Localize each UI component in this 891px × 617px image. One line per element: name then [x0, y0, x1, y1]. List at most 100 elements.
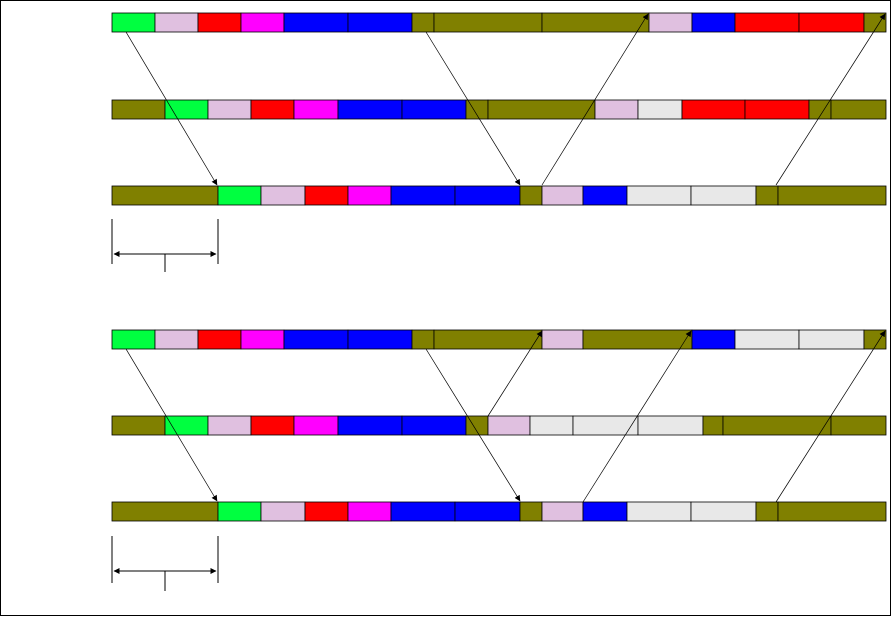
memory-block: [830, 415, 887, 436]
memory-block: [111, 12, 156, 33]
memory-block: [283, 329, 349, 350]
memory-block: [541, 501, 584, 522]
memory-block: [798, 12, 865, 33]
memory-block: [111, 329, 156, 350]
memory-block: [755, 185, 779, 206]
memory-block: [411, 329, 435, 350]
mapping-arrow: [487, 330, 543, 417]
memory-block: [337, 415, 403, 436]
memory-block: [197, 329, 242, 350]
memory-block: [454, 185, 521, 206]
memory-block: [529, 415, 574, 436]
memory-block: [755, 501, 779, 522]
memory-block: [541, 12, 650, 33]
memory-block: [626, 501, 692, 522]
memory-block: [197, 12, 242, 33]
memory-block: [164, 99, 209, 120]
memory-block: [798, 329, 865, 350]
memory-block: [283, 12, 349, 33]
memory-block: [401, 415, 467, 436]
memory-block: [111, 501, 219, 522]
memory-block: [691, 329, 736, 350]
memory-block: [154, 329, 199, 350]
memory-block: [830, 99, 887, 120]
block-strip: [111, 415, 887, 436]
memory-block: [347, 12, 413, 33]
memory-block: [637, 415, 704, 436]
dimension-markers: [111, 219, 219, 591]
memory-block: [744, 99, 810, 120]
dimension-marker: [111, 219, 219, 272]
memory-block: [734, 329, 800, 350]
memory-block: [702, 415, 724, 436]
memory-block: [690, 185, 757, 206]
memory-block: [681, 99, 746, 120]
block-strip: [111, 185, 887, 206]
memory-block: [433, 329, 543, 350]
memory-block: [304, 501, 349, 522]
memory-block: [207, 99, 252, 120]
memory-block: [582, 501, 628, 522]
memory-block: [217, 185, 262, 206]
memory-block: [519, 501, 543, 522]
memory-block: [541, 185, 584, 206]
memory-block: [777, 185, 887, 206]
memory-block: [594, 99, 639, 120]
memory-block: [777, 501, 887, 522]
mapping-arrow: [125, 31, 218, 186]
memory-block: [690, 501, 757, 522]
mapping-arrow: [125, 348, 218, 502]
memory-block: [487, 99, 596, 120]
memory-block: [401, 99, 467, 120]
memory-block: [487, 415, 531, 436]
mapping-arrow: [541, 13, 649, 186]
memory-block: [626, 185, 692, 206]
memory-block: [390, 185, 456, 206]
memory-block: [337, 99, 403, 120]
memory-block: [304, 185, 349, 206]
memory-block: [347, 501, 392, 522]
memory-block: [111, 99, 166, 120]
memory-block: [648, 12, 693, 33]
memory-block: [541, 329, 584, 350]
memory-block: [411, 12, 435, 33]
memory-block: [582, 329, 693, 350]
memory-block: [293, 415, 339, 436]
memory-block: [217, 501, 262, 522]
memory-block: [722, 415, 832, 436]
memory-block: [154, 12, 199, 33]
memory-block: [260, 501, 306, 522]
memory-block: [111, 185, 219, 206]
memory-block: [454, 501, 521, 522]
memory-block: [240, 12, 285, 33]
memory-block: [734, 12, 800, 33]
mapping-arrow: [582, 330, 692, 503]
mapping-arrow: [775, 13, 886, 186]
block-strip: [111, 501, 887, 522]
mapping-arrows: [125, 13, 886, 503]
memory-block: [240, 329, 285, 350]
memory-block: [260, 185, 306, 206]
mapping-arrow: [775, 330, 886, 503]
block-strip: [111, 329, 887, 350]
block-strip: [111, 12, 887, 33]
memory-block: [572, 415, 639, 436]
memory-block: [519, 185, 543, 206]
memory-block: [582, 185, 628, 206]
memory-block: [390, 501, 456, 522]
mapping-arrow: [425, 348, 521, 502]
dimension-marker: [111, 536, 219, 591]
memory-block: [250, 415, 295, 436]
memory-block: [293, 99, 339, 120]
memory-block: [433, 12, 543, 33]
memory-block: [691, 12, 736, 33]
memory-block: [637, 99, 683, 120]
memory-block: [347, 329, 413, 350]
memory-block: [111, 415, 166, 436]
block-strips: [111, 12, 887, 522]
memory-block: [347, 185, 392, 206]
memory-block: [207, 415, 252, 436]
block-strip: [111, 99, 887, 120]
